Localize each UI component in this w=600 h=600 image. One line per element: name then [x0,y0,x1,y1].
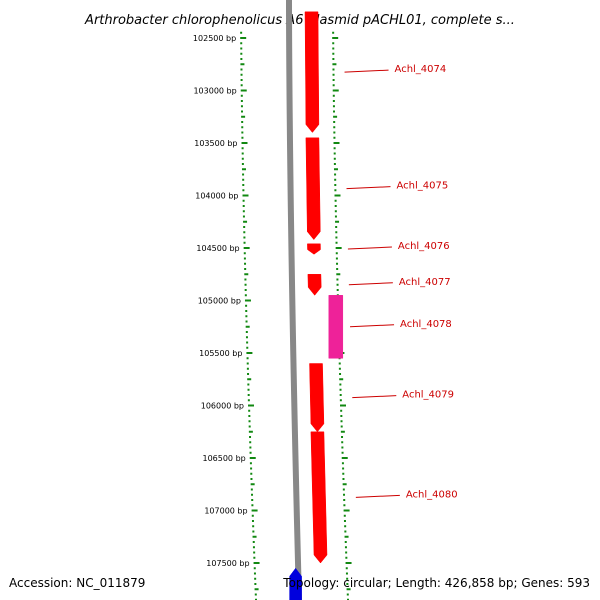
label-leader-line [350,324,395,328]
achl-4079-gene-arrow[interactable] [309,363,325,433]
gene-label[interactable]: Achl_4080 [406,489,458,500]
achl-4074-gene-arrow[interactable] [304,11,320,133]
label-leader-line [348,282,393,286]
gene-layer [289,11,344,600]
achl-4078-gene-arrow[interactable] [328,295,344,359]
label-leader-line [355,494,400,498]
unnamed-gene-arrow[interactable] [289,567,302,600]
tick-label: 106500 bp [202,454,245,463]
tick-label: 107000 bp [204,507,247,516]
gene-label[interactable]: Achl_4075 [397,181,449,192]
plasmid-backbone [286,0,302,600]
label-layer: Achl_4074 Achl_4075 Achl_4076 Achl_4077 Achl… [344,64,458,500]
label-leader-line [347,246,392,250]
tick-label: 103000 bp [193,87,236,96]
tick-label: 107500 bp [206,559,249,568]
map-title: Arthrobacter chlorophenolicus A6 plasmid… [84,13,515,28]
tick-label: 105500 bp [199,349,242,358]
backbone-layer [286,0,302,600]
achl-4075-gene-arrow[interactable] [305,137,321,240]
accession-label: Accession: NC_011879 [9,576,145,590]
tick-label: 103500 bp [194,139,237,148]
tick-layer: 102500 bp 103000 bp 103500 bp 104000 bp 1045… [193,31,352,600]
tick-label: 106000 bp [201,402,244,411]
gene-label[interactable]: Achl_4079 [402,390,454,401]
tick-label: 104000 bp [195,192,238,201]
label-leader-line [352,395,397,399]
label-leader-line [346,186,391,190]
gene-label[interactable]: Achl_4078 [400,319,452,330]
achl-4077-gene-arrow[interactable] [307,274,322,296]
gene-label[interactable]: Achl_4074 [395,64,447,75]
gene-label[interactable]: Achl_4077 [399,277,451,288]
tick-label: 105000 bp [198,297,241,306]
tick-label: 104500 bp [196,244,239,253]
gene-label[interactable]: Achl_4076 [398,241,450,252]
achl-4080-gene-arrow[interactable] [310,431,328,564]
achl-4076-gene-arrow[interactable] [307,243,321,255]
tick-label: 102500 bp [193,34,236,43]
topology-info: Topology: circular; Length: 426,858 bp; … [282,576,590,590]
label-leader-line [344,69,389,73]
